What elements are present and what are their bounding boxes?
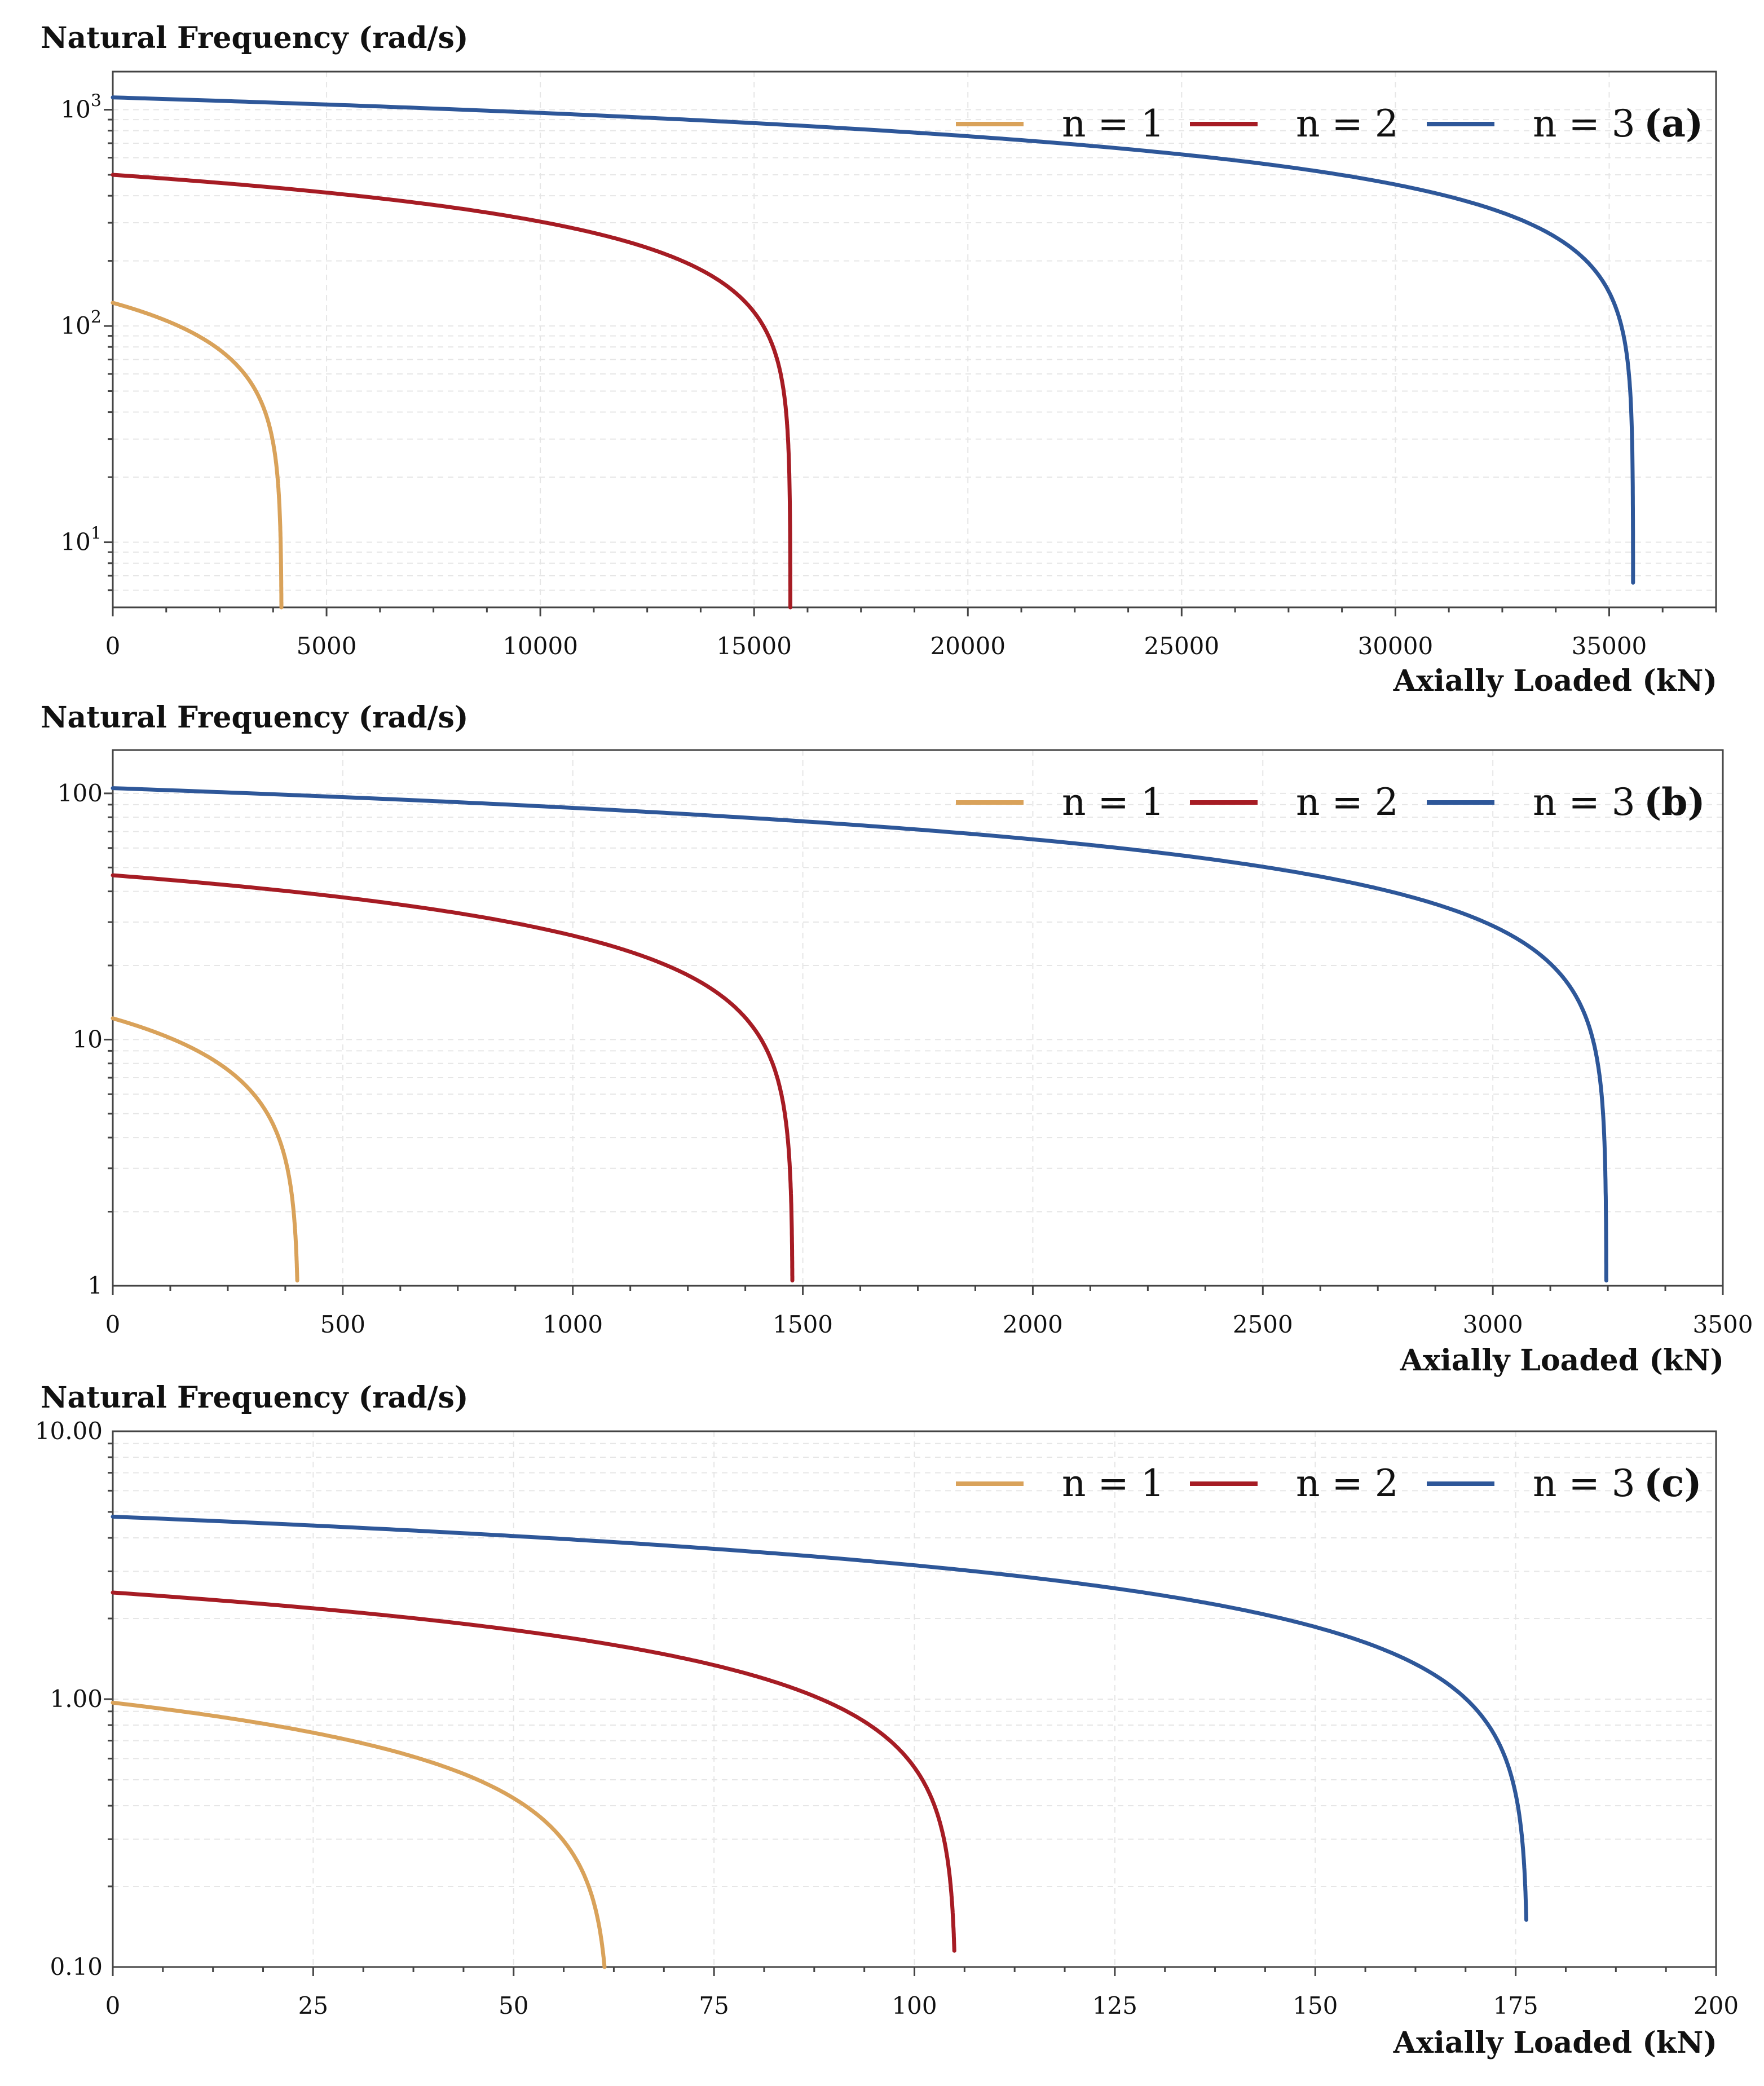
x-tick-label: 50: [499, 1992, 528, 2019]
y-tick-label: 1.00: [50, 1685, 103, 1713]
panel-label: (b): [1644, 780, 1705, 824]
x-tick-label: 3000: [1463, 1311, 1523, 1338]
x-tick-label: 25000: [1144, 632, 1220, 660]
x-tick-label: 35000: [1572, 632, 1647, 660]
x-tick-label: 10000: [502, 632, 578, 660]
panel-label: (a): [1644, 102, 1703, 145]
y-tick-label: 103: [60, 91, 102, 124]
y-tick-label: 0.10: [50, 1953, 103, 1981]
x-tick-label: 0: [105, 1311, 121, 1338]
y-tick-label: 100: [58, 779, 103, 807]
x-tick-label: 75: [699, 1992, 729, 2019]
legend-label-n2: n = 2: [1296, 1462, 1399, 1505]
y-tick-label: 102: [60, 307, 102, 339]
x-axis-title: Axially Loaded (kN): [1400, 1343, 1724, 1378]
chart-panel-3: 0 25 50 75 100 125 150 175 200 0.10 1.00 10.00Natur…: [35, 1381, 1739, 2060]
series-line-n2: [111, 173, 792, 610]
legend-label-n2: n = 2: [1296, 102, 1399, 145]
x-tick-label: 3500: [1693, 1311, 1753, 1338]
x-tick-label: 200: [1694, 1992, 1739, 2019]
x-tick-label: 1500: [773, 1311, 833, 1338]
legend-label-n1: n = 1: [1062, 102, 1165, 145]
x-tick-label: 125: [1092, 1992, 1137, 2019]
series-line-n2: [111, 1590, 956, 1953]
x-tick-label: 100: [892, 1992, 937, 2019]
series-line-n2: [111, 873, 795, 1283]
y-tick-label: 10.00: [35, 1417, 103, 1445]
y-axis-title: Natural Frequency (rad/s): [41, 21, 468, 55]
chart-panel-1: 0 5000 10000 15000 20000 25000 30000 35000 101 10…: [41, 21, 1717, 698]
legend-label-n1: n = 1: [1062, 1462, 1165, 1505]
plot-frame: [112, 70, 1717, 608]
x-axis-title: Axially Loaded (kN): [1393, 664, 1717, 698]
legend-label-n3: n = 3: [1533, 1462, 1635, 1505]
x-tick-label: 30000: [1358, 632, 1434, 660]
series-line-n1: [111, 1700, 607, 1969]
x-tick-label: 25: [298, 1992, 328, 2019]
legend-label-n2: n = 2: [1296, 780, 1399, 824]
y-tick-label: 101: [60, 524, 102, 556]
panel-label: (c): [1644, 1461, 1702, 1505]
x-tick-label: 150: [1293, 1992, 1338, 2019]
x-tick-label: 2000: [1003, 1311, 1063, 1338]
x-tick-label: 20000: [930, 632, 1006, 660]
series-line-n1: [111, 1016, 299, 1283]
y-tick-label: 1: [87, 1272, 103, 1299]
x-tick-label: 175: [1493, 1992, 1538, 2019]
legend-label-n3: n = 3: [1533, 780, 1635, 824]
chart-panel-2: 0 500 1000 1500 2000 2500 3000 3500 1 10 100 Natura…: [41, 700, 1753, 1378]
legend-label-n1: n = 1: [1062, 780, 1165, 824]
x-axis-title: Axially Loaded (kN): [1393, 2026, 1717, 2060]
series-line-n3: [111, 1514, 1528, 1922]
y-axis-title: Natural Frequency (rad/s): [41, 1381, 468, 1415]
series-line-n3: [111, 95, 1635, 585]
y-axis-title: Natural Frequency (rad/s): [41, 700, 468, 735]
x-tick-label: 15000: [716, 632, 792, 660]
legend-label-n3: n = 3: [1533, 102, 1635, 145]
x-tick-label: 0: [105, 632, 121, 660]
x-tick-label: 2500: [1233, 1311, 1293, 1338]
series-line-n3: [111, 786, 1608, 1283]
x-tick-label: 1000: [543, 1311, 603, 1338]
x-tick-label: 500: [320, 1311, 365, 1338]
x-tick-label: 5000: [297, 632, 357, 660]
series-line-n1: [111, 301, 284, 610]
y-tick-label: 10: [73, 1025, 103, 1053]
x-tick-label: 0: [105, 1992, 121, 2019]
